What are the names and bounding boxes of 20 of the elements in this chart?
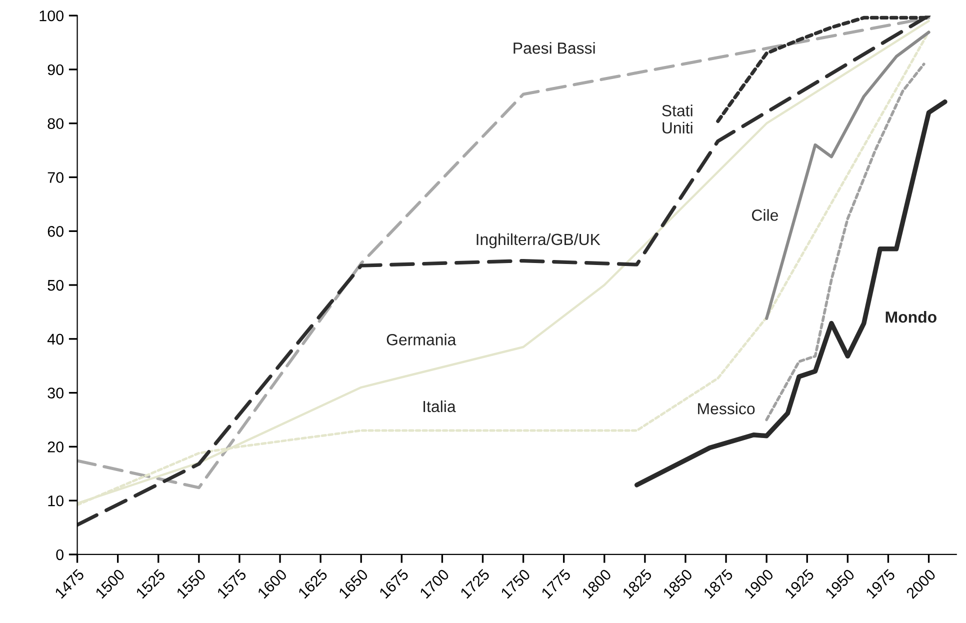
series-label: Mondo xyxy=(886,310,936,323)
y-tick-label: 80 xyxy=(48,118,64,130)
y-tick-label: 90 xyxy=(48,64,64,76)
series-label: Paesi Bassi xyxy=(514,42,595,54)
y-tick-label: 30 xyxy=(48,388,64,398)
y-tick-label: 0 xyxy=(56,549,64,560)
y-tick-label: 100 xyxy=(40,10,64,22)
series-label: Germania xyxy=(386,334,456,346)
series-label: Messico xyxy=(698,402,755,414)
line-series xyxy=(634,99,948,488)
y-tick-label: 50 xyxy=(48,280,64,291)
series-label: Inghilterra/GB/UK xyxy=(476,233,600,248)
y-tick-label: 60 xyxy=(48,226,64,237)
series-label: Italia xyxy=(424,400,456,412)
series-label: Stati Uniti xyxy=(662,104,692,134)
y-tick-label: 20 xyxy=(48,442,64,452)
series-label: Cile xyxy=(752,209,778,221)
y-tick-label: 40 xyxy=(47,334,64,345)
y-tick-label: 70 xyxy=(48,172,64,183)
y-tick-label: 10 xyxy=(48,495,64,506)
